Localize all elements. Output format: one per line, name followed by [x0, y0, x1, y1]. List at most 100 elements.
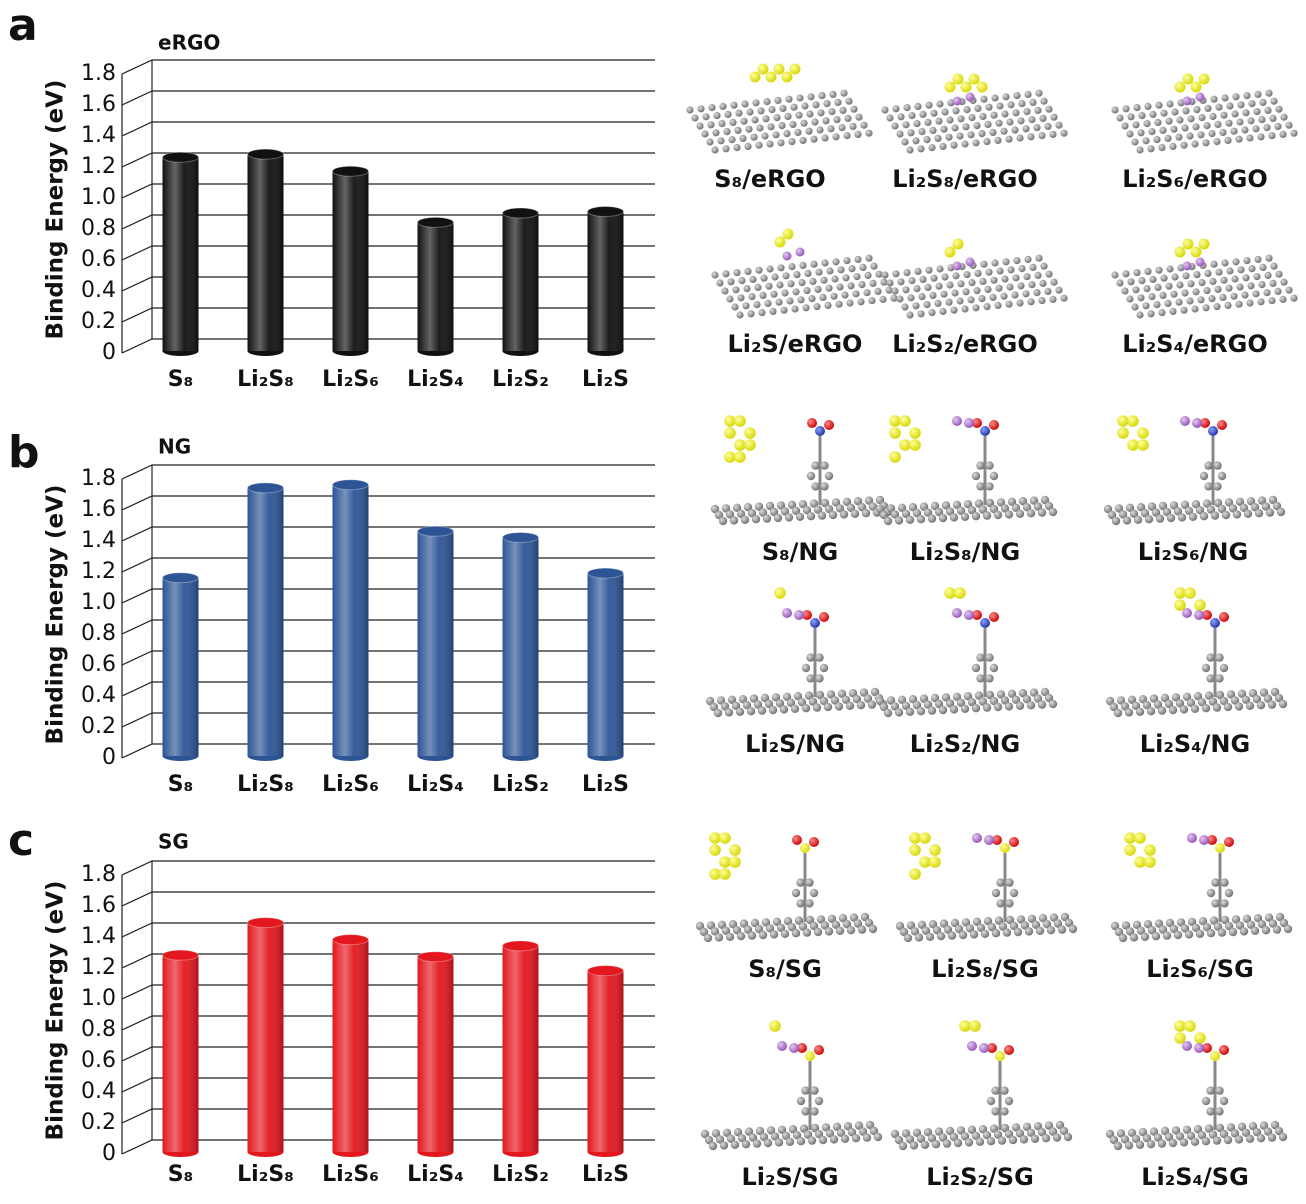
- atom: [780, 929, 790, 938]
- atom: [786, 698, 796, 707]
- atom: [1064, 918, 1074, 928]
- atom: [983, 303, 991, 311]
- atom: [1206, 1086, 1215, 1095]
- atom: [995, 1051, 1005, 1061]
- atom: [881, 271, 889, 279]
- atom: [767, 123, 775, 131]
- atom: [944, 246, 956, 258]
- atom: [765, 501, 775, 511]
- atom: [1213, 461, 1222, 470]
- atom: [823, 100, 831, 108]
- atom: [1270, 262, 1278, 270]
- atom: [952, 73, 964, 85]
- atom: [930, 501, 940, 511]
- atom: [747, 931, 757, 940]
- atom: [1105, 1129, 1115, 1139]
- atom: [956, 297, 964, 305]
- atom: [1037, 700, 1047, 709]
- atom: [993, 1130, 1003, 1139]
- atom: [703, 933, 713, 943]
- atom: [1192, 418, 1202, 428]
- atom: [996, 878, 1005, 887]
- atom: [718, 516, 728, 526]
- y-tick-label: 1.2: [81, 955, 116, 980]
- atom: [801, 1107, 810, 1116]
- atom: [1175, 699, 1185, 708]
- atom: [1155, 266, 1163, 274]
- atom: [1252, 695, 1262, 704]
- atom: [1252, 125, 1260, 133]
- atom: [812, 703, 822, 712]
- atom: [1248, 265, 1256, 273]
- atom: [1268, 132, 1276, 140]
- atom: [923, 136, 931, 144]
- atom: [980, 426, 990, 436]
- atom: [1194, 610, 1204, 620]
- atom: [842, 274, 850, 282]
- atom: [889, 451, 901, 463]
- atom: [715, 1135, 725, 1144]
- atom: [1224, 498, 1234, 507]
- atom: [815, 674, 824, 683]
- atom: [968, 114, 976, 122]
- atom: [1259, 98, 1267, 106]
- atom: [731, 701, 741, 710]
- atom: [1252, 1128, 1262, 1137]
- atom: [735, 109, 743, 117]
- atom: [909, 844, 921, 856]
- atom: [939, 307, 947, 315]
- atom: [765, 282, 773, 290]
- atom: [1246, 299, 1254, 307]
- atom: [1194, 1032, 1206, 1044]
- atom: [1220, 878, 1229, 887]
- atom: [863, 289, 871, 297]
- atom: [1225, 119, 1233, 127]
- grid-line: [121, 650, 655, 666]
- atom: [1182, 238, 1194, 250]
- atom: [1182, 1125, 1192, 1135]
- atom: [956, 698, 966, 707]
- bar-shine: [417, 956, 454, 1152]
- atom: [1274, 693, 1284, 703]
- atom: [941, 693, 951, 702]
- atom: [1164, 134, 1172, 142]
- atom: [1220, 899, 1229, 908]
- atom: [929, 856, 941, 868]
- atom: [744, 1127, 754, 1136]
- atom: [841, 291, 849, 299]
- atom: [1022, 503, 1032, 512]
- atom: [777, 264, 785, 272]
- atom: [890, 294, 898, 302]
- atom: [1041, 1134, 1051, 1143]
- atom: [1219, 696, 1229, 706]
- atom: [985, 461, 994, 470]
- atom: [768, 705, 778, 715]
- atom: [1274, 287, 1282, 295]
- y-tick-label: 0.2: [81, 309, 116, 334]
- structure-model: [1105, 587, 1288, 718]
- atom: [1279, 130, 1287, 138]
- atom: [991, 259, 999, 267]
- atom: [806, 512, 816, 521]
- structure-model: [700, 1020, 883, 1151]
- atom: [714, 933, 724, 942]
- atom: [1133, 515, 1143, 524]
- atom: [1166, 513, 1176, 523]
- atom: [1219, 293, 1227, 301]
- structure-model: [881, 73, 1068, 154]
- atom: [813, 927, 823, 937]
- atom: [1060, 912, 1070, 922]
- atom: [1000, 1107, 1009, 1116]
- atom: [1259, 1121, 1269, 1130]
- grid-line: [121, 495, 655, 511]
- atom: [783, 917, 793, 926]
- atom: [952, 107, 960, 115]
- atom: [916, 1134, 926, 1144]
- atom: [1136, 503, 1146, 512]
- atom: [820, 921, 830, 930]
- atom: [800, 843, 810, 853]
- atom: [734, 415, 746, 427]
- atom: [1157, 706, 1167, 715]
- atom: [1015, 701, 1025, 710]
- atom: [810, 618, 820, 628]
